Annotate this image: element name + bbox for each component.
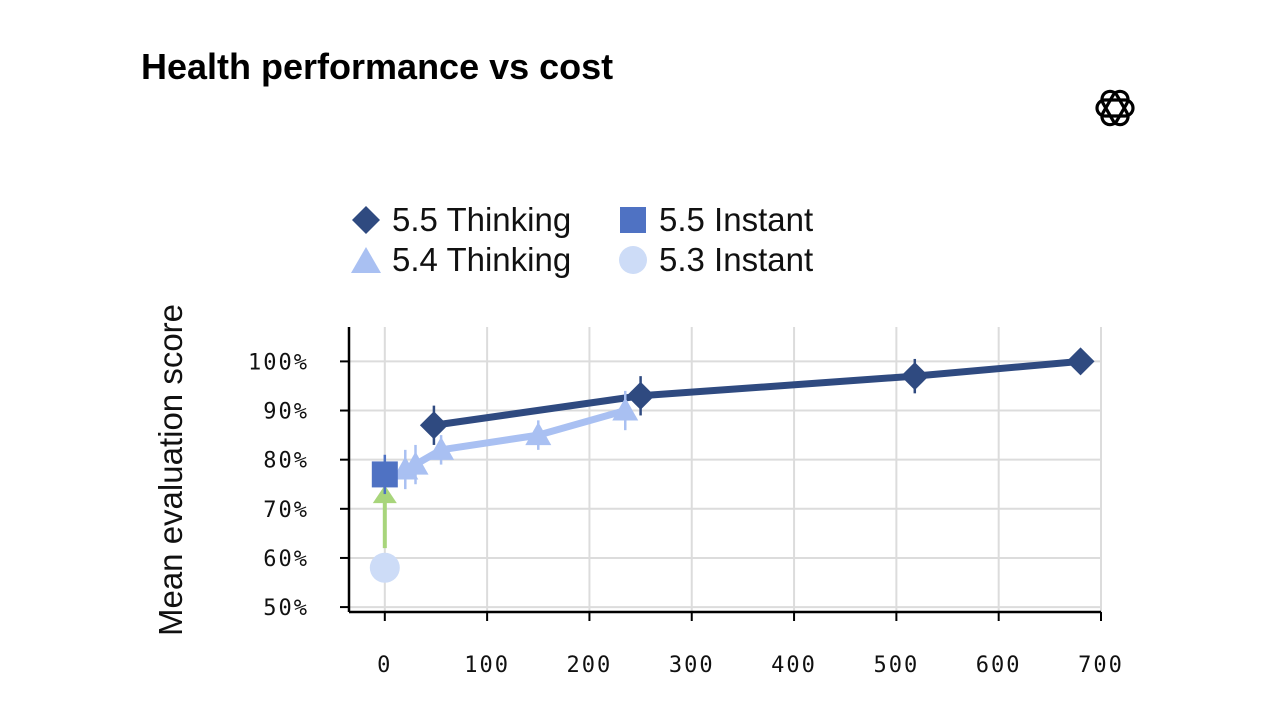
x-tick-label: 0 (377, 653, 392, 678)
y-tick-label: 70% (263, 498, 309, 523)
improvement-arrow-head (372, 485, 397, 504)
legend-item-5-5-instant: 5.5 Instant (617, 200, 813, 240)
chart-title: Health performance vs cost (141, 46, 614, 87)
y-tick-label: 80% (263, 449, 309, 474)
data-point-triangle (402, 451, 429, 475)
series-line (433, 357, 1081, 429)
legend-label: 5.3 Instant (659, 241, 814, 278)
y-tick-label: 100% (248, 350, 309, 375)
square-marker-icon (620, 207, 646, 233)
x-tick-label: 700 (1078, 653, 1124, 678)
legend-item-5-4-thinking: 5.4 Thinking (350, 240, 571, 280)
legend-label: 5.5 Thinking (392, 201, 572, 238)
data-point-diamond (1066, 347, 1095, 376)
circle-marker-icon (619, 246, 647, 274)
y-tick-label: 50% (263, 596, 309, 621)
legend-label: 5.5 Instant (659, 201, 814, 238)
data-point-circle (369, 552, 400, 583)
openai-logo-icon (1095, 89, 1135, 127)
x-tick-label: 500 (873, 653, 919, 678)
data-point-diamond (419, 411, 448, 440)
legend-label: 5.4 Thinking (392, 241, 572, 278)
x-tick-label: 100 (464, 653, 510, 678)
data-point-diamond (900, 362, 929, 391)
x-tick-label: 400 (771, 653, 817, 678)
y-tick-label: 90% (263, 400, 309, 425)
data-point-diamond (626, 381, 655, 410)
x-tick-label: 300 (669, 653, 715, 678)
legend-item-5-5-thinking: 5.5 Thinking (350, 200, 571, 240)
chart-legend: 5.5 Thinking 5.5 Instant 5.4 Thinking 5.… (350, 200, 870, 284)
data-point-triangle (612, 397, 639, 421)
triangle-marker-icon (351, 247, 381, 273)
x-tick-label: 200 (567, 653, 613, 678)
y-tick-label: 60% (263, 547, 309, 572)
data-point-square (371, 461, 398, 488)
x-tick-label: 600 (976, 653, 1022, 678)
legend-item-5-3-instant: 5.3 Instant (617, 240, 813, 280)
data-point-triangle (525, 422, 552, 446)
diamond-marker-icon (352, 206, 380, 234)
data-point-triangle (428, 436, 455, 460)
